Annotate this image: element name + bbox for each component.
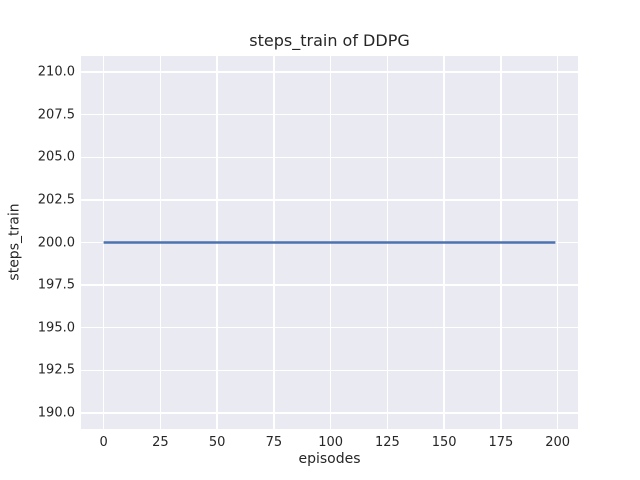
x-tick-label: 25 [152, 435, 169, 450]
y-tick-label: 192.5 [37, 362, 75, 378]
y-tick-label: 205.0 [37, 149, 75, 165]
chart-title: steps_train of DDPG [249, 31, 410, 50]
y-tick-label: 195.0 [37, 320, 75, 336]
y-gridline [81, 326, 578, 329]
plot-area [81, 56, 578, 429]
y-gridline [81, 284, 578, 286]
y-tick-label: 200.0 [37, 235, 75, 250]
y-tick-label: 210.0 [37, 64, 75, 80]
y-gridline [81, 156, 578, 159]
x-tick-label: 150 [431, 435, 457, 450]
x-tick-label: 175 [488, 435, 514, 450]
x-tick-label: 50 [208, 435, 226, 450]
x-tick-label: 100 [318, 435, 344, 450]
y-tick-label: 207.5 [37, 107, 75, 123]
x-tick-label: 200 [545, 435, 571, 450]
y-tick-label: 197.5 [37, 277, 75, 293]
y-gridline [81, 412, 578, 414]
x-tick-label: 0 [99, 435, 108, 450]
y-gridline [81, 71, 578, 73]
x-tick-label: 125 [374, 435, 400, 450]
y-tick-label: 190.0 [37, 405, 75, 421]
data-line-svg [103, 241, 556, 244]
x-axis-label: episodes [298, 451, 361, 467]
y-gridline [81, 199, 578, 201]
x-tick-label: 75 [265, 435, 283, 450]
y-gridline [81, 114, 578, 116]
y-tick-label: 202.5 [37, 192, 75, 208]
y-gridline [81, 369, 578, 371]
